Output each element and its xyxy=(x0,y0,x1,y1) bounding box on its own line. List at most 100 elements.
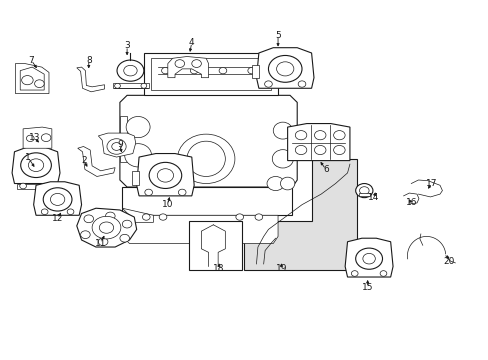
Polygon shape xyxy=(120,95,297,187)
Text: 6: 6 xyxy=(323,165,328,174)
Text: 5: 5 xyxy=(275,31,280,40)
Ellipse shape xyxy=(157,169,173,182)
Ellipse shape xyxy=(280,177,294,190)
Ellipse shape xyxy=(41,134,51,141)
Polygon shape xyxy=(120,117,127,162)
Text: 17: 17 xyxy=(425,179,436,188)
Ellipse shape xyxy=(124,144,151,167)
Polygon shape xyxy=(244,159,356,270)
Ellipse shape xyxy=(120,234,129,242)
Ellipse shape xyxy=(298,81,305,87)
Ellipse shape xyxy=(149,162,182,189)
Text: 10: 10 xyxy=(162,200,173,209)
Polygon shape xyxy=(287,123,349,161)
Polygon shape xyxy=(98,133,136,157)
Ellipse shape xyxy=(50,193,65,206)
Ellipse shape xyxy=(333,131,345,140)
Polygon shape xyxy=(78,147,115,176)
Ellipse shape xyxy=(362,253,375,264)
Ellipse shape xyxy=(26,135,34,141)
Ellipse shape xyxy=(112,143,121,150)
Ellipse shape xyxy=(359,187,368,194)
Text: 20: 20 xyxy=(443,257,454,266)
Polygon shape xyxy=(23,127,52,148)
Ellipse shape xyxy=(268,55,302,82)
Text: 19: 19 xyxy=(275,264,286,273)
Ellipse shape xyxy=(114,83,120,88)
Polygon shape xyxy=(12,147,60,184)
Ellipse shape xyxy=(20,153,51,177)
Ellipse shape xyxy=(273,122,292,139)
Ellipse shape xyxy=(141,83,146,88)
Text: 18: 18 xyxy=(213,264,224,273)
Ellipse shape xyxy=(247,67,255,74)
Ellipse shape xyxy=(314,145,325,154)
Text: 8: 8 xyxy=(86,55,91,64)
Polygon shape xyxy=(34,182,81,215)
Ellipse shape xyxy=(379,271,386,276)
Text: 4: 4 xyxy=(188,38,194,47)
Ellipse shape xyxy=(295,145,306,154)
Ellipse shape xyxy=(219,67,226,74)
Ellipse shape xyxy=(123,66,137,76)
Ellipse shape xyxy=(144,189,152,195)
Polygon shape xyxy=(122,187,292,215)
Text: 14: 14 xyxy=(367,193,379,202)
Text: 3: 3 xyxy=(124,41,130,50)
Text: 2: 2 xyxy=(81,156,86,165)
Ellipse shape xyxy=(67,209,74,215)
Ellipse shape xyxy=(235,214,243,220)
Bar xyxy=(358,193,369,196)
Text: 11: 11 xyxy=(95,239,106,248)
Ellipse shape xyxy=(177,134,234,184)
Polygon shape xyxy=(122,208,153,222)
Ellipse shape xyxy=(175,60,184,67)
Polygon shape xyxy=(137,154,194,196)
Ellipse shape xyxy=(159,214,166,220)
Polygon shape xyxy=(112,83,148,88)
Polygon shape xyxy=(251,66,258,78)
Ellipse shape xyxy=(186,141,225,176)
Bar xyxy=(189,221,242,270)
Text: 16: 16 xyxy=(405,198,416,207)
Ellipse shape xyxy=(107,139,126,154)
Ellipse shape xyxy=(276,62,293,76)
Polygon shape xyxy=(17,184,55,189)
Ellipse shape xyxy=(314,131,325,140)
Ellipse shape xyxy=(28,159,43,171)
Ellipse shape xyxy=(41,209,48,215)
Ellipse shape xyxy=(351,271,357,276)
Ellipse shape xyxy=(99,222,113,233)
Ellipse shape xyxy=(126,117,150,138)
Ellipse shape xyxy=(178,189,185,195)
Ellipse shape xyxy=(98,238,108,246)
Ellipse shape xyxy=(81,231,90,239)
Ellipse shape xyxy=(92,216,121,239)
Ellipse shape xyxy=(45,183,52,189)
Ellipse shape xyxy=(117,60,143,81)
Polygon shape xyxy=(132,171,139,185)
Ellipse shape xyxy=(190,67,198,74)
Ellipse shape xyxy=(255,214,262,220)
Ellipse shape xyxy=(272,150,293,168)
Polygon shape xyxy=(167,57,208,78)
Ellipse shape xyxy=(20,183,26,189)
Ellipse shape xyxy=(122,220,132,228)
Polygon shape xyxy=(122,215,278,243)
Ellipse shape xyxy=(105,212,115,220)
Text: 1: 1 xyxy=(25,153,31,162)
Polygon shape xyxy=(256,48,313,88)
Ellipse shape xyxy=(333,145,345,154)
Ellipse shape xyxy=(355,184,372,198)
Text: 9: 9 xyxy=(117,140,122,149)
Ellipse shape xyxy=(355,248,382,269)
Ellipse shape xyxy=(264,81,272,87)
Polygon shape xyxy=(20,67,44,90)
Ellipse shape xyxy=(21,76,33,85)
Polygon shape xyxy=(151,58,270,90)
Ellipse shape xyxy=(35,80,44,87)
Polygon shape xyxy=(16,64,49,94)
Ellipse shape xyxy=(84,215,93,223)
Text: 13: 13 xyxy=(29,133,41,142)
Ellipse shape xyxy=(295,131,306,140)
